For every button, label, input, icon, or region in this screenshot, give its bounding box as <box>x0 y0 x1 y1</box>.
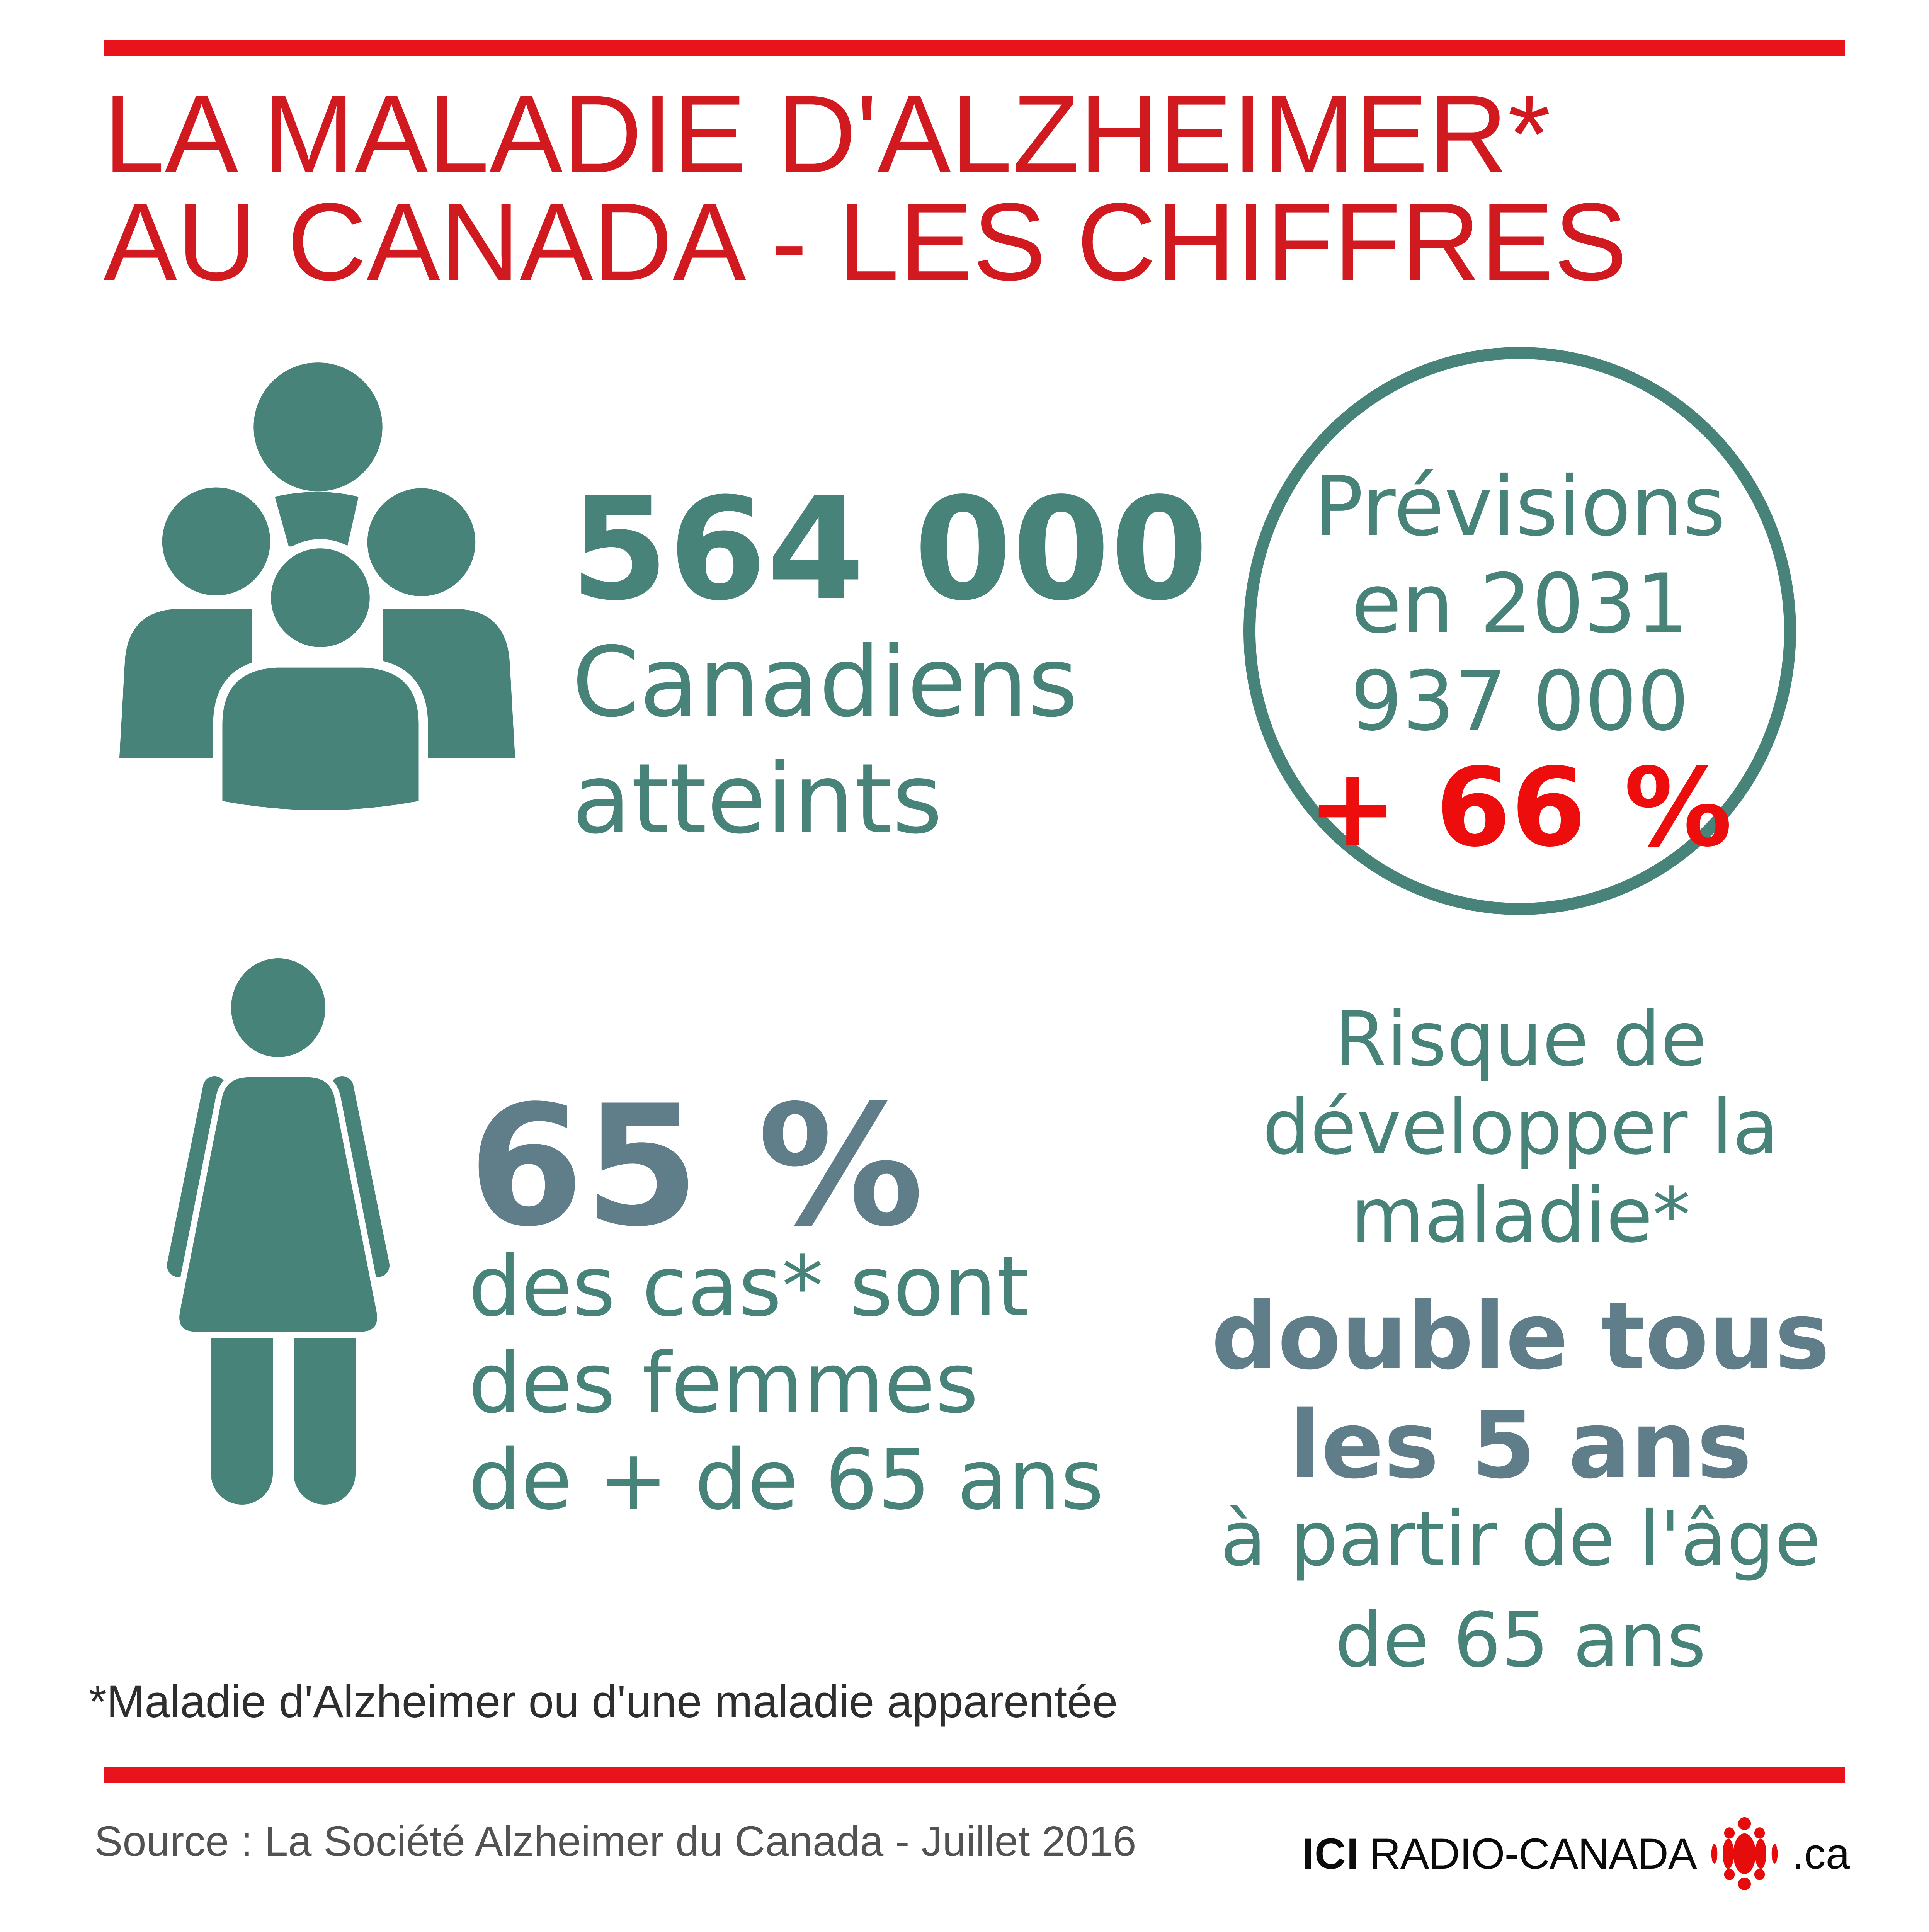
forecast-text: Prévisions en 2031 937 000 + 66 % <box>1243 458 1796 866</box>
risk-intro-line2: développer la <box>1262 1083 1779 1171</box>
page-title-line2: AU CANADA - LES CHIFFRES <box>104 180 1628 303</box>
page-title: LA MALADIE D'ALZHEIMER* AU CANADA - LES … <box>104 73 1765 303</box>
risk-outro: à partir de l'âge de 65 ans <box>1198 1488 1843 1691</box>
people-group-icon <box>115 361 520 821</box>
forecast-line1: Prévisions <box>1314 459 1726 554</box>
top-rule <box>104 40 1845 56</box>
risk-intro-line1: Risque de <box>1334 995 1707 1083</box>
forecast-value: 937 000 <box>1350 653 1689 749</box>
footnote: *Maladie d'Alzheimer ou d'une maladie ap… <box>89 1676 1118 1727</box>
risk-outro-line2: de 65 ans <box>1335 1596 1706 1684</box>
risk-outro-line1: à partir de l'âge <box>1220 1495 1821 1583</box>
page-title-line1: LA MALADIE D'ALZHEIMER* <box>104 73 1551 196</box>
women-share-line2: des femmes <box>468 1335 979 1432</box>
bottom-rule <box>104 1767 1845 1783</box>
cbc-gem-icon-svg <box>1711 1817 1778 1891</box>
affected-label: Canadiens atteints <box>572 624 1078 857</box>
women-share-value: 65 % <box>468 1070 924 1263</box>
women-share-line1: des cas* sont <box>468 1238 1029 1335</box>
women-share-label: des cas* sont des femmes de + de 65 ans <box>468 1238 1104 1528</box>
risk-emphasis-line2: les 5 ans <box>1289 1391 1752 1499</box>
forecast-delta: + 66 % <box>1307 745 1732 871</box>
affected-label-line1: Canadiens <box>572 626 1078 738</box>
risk-emphasis-line1: double tous <box>1211 1282 1830 1390</box>
forecast-line2: en 2031 <box>1351 556 1688 651</box>
affected-count: 564 000 <box>570 468 1208 632</box>
woman-icon-svg <box>167 958 390 1505</box>
source-credit: Source : La Société Alzheimer du Canada … <box>94 1818 1136 1865</box>
risk-emphasis: double tous les 5 ans <box>1198 1282 1843 1500</box>
woman-icon <box>143 958 417 1507</box>
logo-brand-text: RADIO-CANADA <box>1369 1830 1697 1878</box>
logo-ici-text: ICI <box>1301 1830 1359 1878</box>
women-share-line3: de + de 65 ans <box>468 1431 1104 1528</box>
cbc-gem-icon <box>1707 1814 1782 1893</box>
risk-intro: Risque de développer la maladie* <box>1198 995 1843 1260</box>
people-group-icon-svg <box>119 362 515 820</box>
radio-canada-logo: ICI RADIO-CANADA .ca <box>1302 1812 1850 1895</box>
risk-intro-line3: maladie* <box>1351 1172 1691 1259</box>
logo-ca-suffix: .ca <box>1792 1830 1850 1878</box>
affected-label-line2: atteints <box>572 743 943 855</box>
